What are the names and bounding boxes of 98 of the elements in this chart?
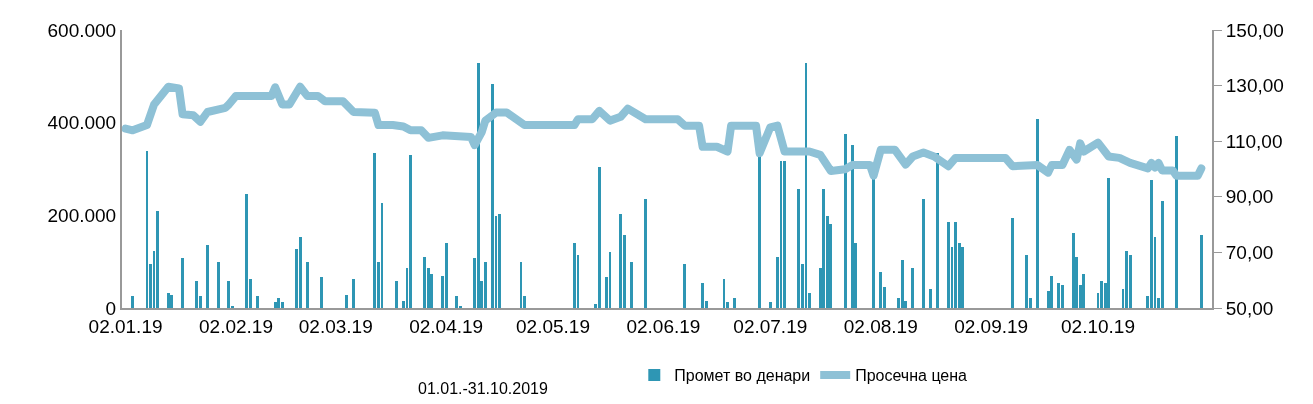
bar: [395, 281, 398, 308]
bar: [520, 262, 522, 308]
bar: [156, 211, 159, 308]
bar: [1011, 218, 1014, 308]
y2-tick-label: 70,00: [1225, 242, 1274, 264]
bar: [1129, 255, 1132, 308]
x-tick-label: 02.02.19: [199, 315, 273, 337]
legend-label: Промет во денари: [674, 367, 811, 385]
bar: [936, 153, 939, 308]
y2-tick-label: 150,00: [1225, 19, 1284, 41]
bar: [961, 247, 964, 308]
y2-tick-label: 130,00: [1225, 75, 1284, 97]
bar: [1072, 233, 1075, 308]
bar: [780, 161, 782, 308]
bar: [954, 222, 957, 308]
bar: [181, 258, 184, 308]
y-tick-label: 400.000: [47, 112, 117, 134]
legend-label: Просечна цена: [855, 367, 968, 385]
x-tick-label: 02.05.19: [516, 315, 590, 337]
bar: [445, 243, 448, 308]
bar: [822, 189, 825, 308]
bar: [701, 283, 704, 308]
bar: [306, 262, 309, 308]
bar: [901, 260, 904, 308]
bar: [491, 84, 494, 308]
bar: [206, 245, 209, 308]
bar: [195, 281, 198, 308]
bar: [167, 293, 170, 308]
bar: [929, 289, 932, 308]
bar: [1100, 281, 1103, 308]
bar: [609, 252, 611, 308]
bar: [1107, 178, 1110, 308]
bar: [922, 199, 925, 308]
bar: [245, 194, 248, 308]
bar: [872, 178, 875, 308]
bar: [1025, 255, 1028, 308]
y2-tick-label: 110,00: [1225, 130, 1283, 152]
bar: [170, 295, 173, 308]
bar: [644, 199, 647, 308]
bar: [911, 268, 914, 308]
bar: [345, 295, 348, 308]
y2-tick-label: 90,00: [1225, 186, 1274, 208]
bar: [274, 302, 277, 308]
x-tick-label: 02.04.19: [409, 315, 484, 337]
bar: [381, 203, 383, 308]
bar: [498, 214, 501, 308]
bar: [256, 296, 259, 308]
bar: [1150, 180, 1153, 308]
bar: [320, 277, 323, 308]
bar: [783, 161, 786, 308]
bar: [1125, 251, 1128, 308]
bar: [1200, 235, 1203, 308]
bar: [1036, 119, 1039, 308]
bar: [217, 262, 220, 308]
bar: [227, 281, 230, 308]
bar: [477, 63, 480, 308]
bar: [723, 279, 725, 308]
bar: [131, 296, 134, 308]
bar: [484, 262, 487, 308]
y2-tick-label: 50,00: [1225, 297, 1274, 319]
bar: [1057, 283, 1060, 308]
x-tick-label: 02.09.19: [954, 315, 1029, 337]
bar: [733, 298, 736, 308]
bar: [373, 153, 376, 308]
y-tick-label: 600.000: [47, 19, 117, 41]
x-tick-label: 02.10.19: [1061, 315, 1135, 337]
bar: [758, 155, 761, 308]
bar: [1061, 285, 1064, 308]
bar: [1082, 274, 1085, 308]
bar: [281, 302, 284, 308]
bar: [1161, 201, 1164, 308]
bar: [797, 189, 800, 308]
bar: [851, 145, 854, 308]
bar: [947, 222, 950, 308]
bar: [598, 167, 601, 308]
text: 01.01.-31.10.2019: [418, 380, 548, 397]
bar: [455, 296, 458, 308]
x-tick-label: 02.08.19: [843, 315, 918, 337]
bar: [352, 279, 355, 308]
bar: [1175, 136, 1178, 308]
bar: [630, 262, 633, 308]
bar: [619, 214, 622, 308]
x-tick-label: 02.06.19: [626, 315, 701, 337]
bar: [146, 151, 148, 308]
bar: [844, 134, 847, 308]
bar: [423, 257, 426, 308]
x-tick-label: 02.07.19: [733, 315, 808, 337]
bar: [683, 264, 686, 308]
bar: [299, 237, 302, 308]
bar: [805, 63, 807, 308]
bar: [277, 298, 280, 308]
y-tick-label: 200.000: [47, 204, 117, 226]
bar: [409, 155, 412, 308]
bar: [879, 272, 882, 308]
bar: [573, 243, 576, 308]
bar: [1050, 276, 1053, 308]
x-tick-label: 02.03.19: [298, 315, 373, 337]
bar: [769, 302, 772, 308]
